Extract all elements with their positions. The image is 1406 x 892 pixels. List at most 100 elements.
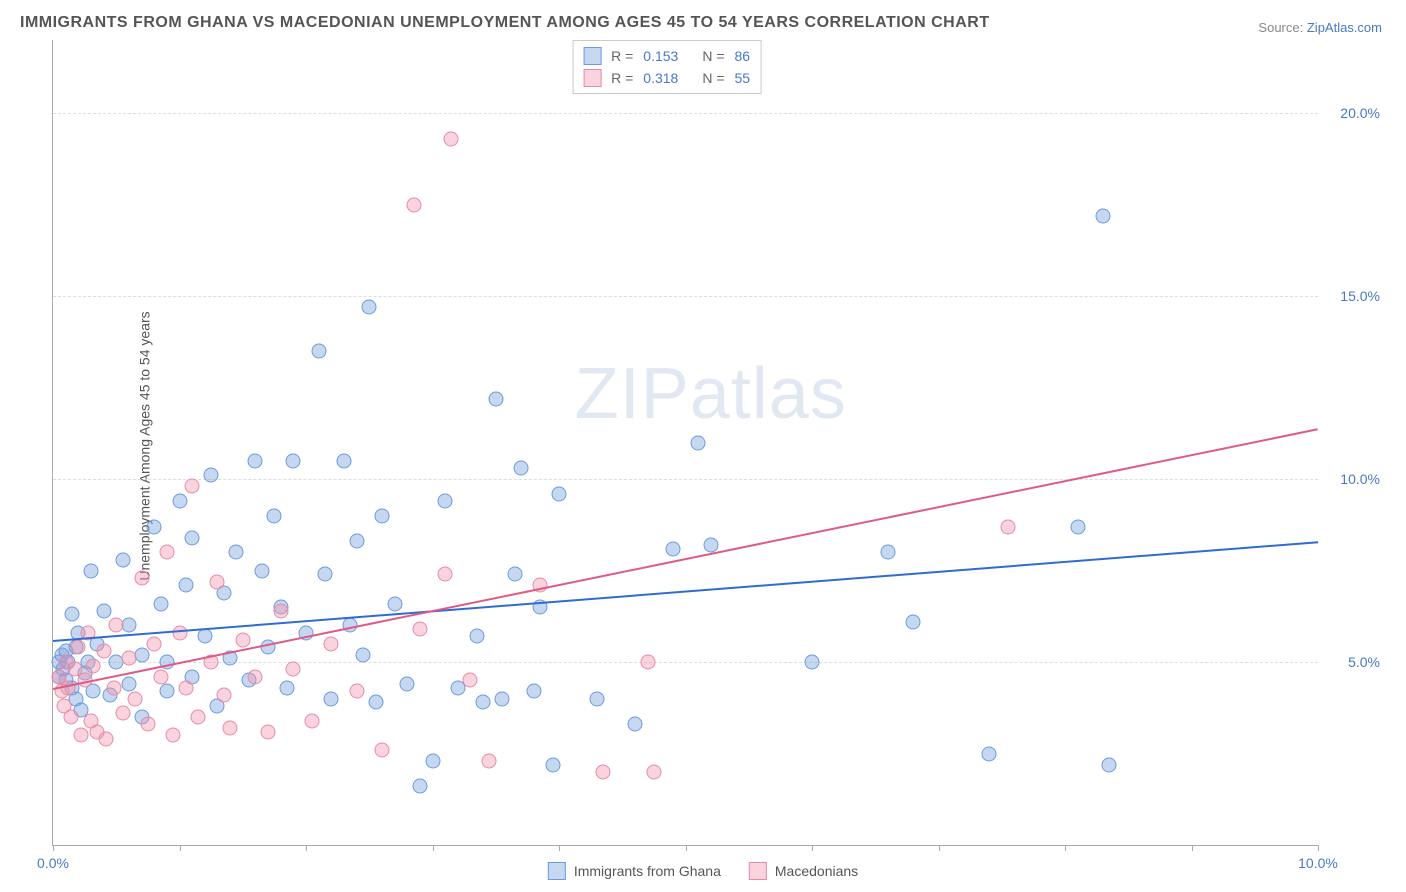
scatter-point-macedonian	[482, 753, 497, 768]
x-tick	[1192, 845, 1193, 851]
scatter-point-macedonian	[349, 684, 364, 699]
scatter-point-ghana	[589, 691, 604, 706]
scatter-point-macedonian	[324, 636, 339, 651]
scatter-point-macedonian	[444, 131, 459, 146]
series-legend: Immigrants from Ghana Macedonians	[548, 862, 858, 880]
scatter-point-ghana	[178, 578, 193, 593]
scatter-point-ghana	[495, 691, 510, 706]
scatter-point-ghana	[362, 300, 377, 315]
scatter-point-macedonian	[273, 603, 288, 618]
scatter-point-ghana	[412, 779, 427, 794]
scatter-point-ghana	[267, 508, 282, 523]
scatter-point-macedonian	[147, 636, 162, 651]
scatter-point-ghana	[355, 647, 370, 662]
scatter-point-macedonian	[159, 545, 174, 560]
scatter-point-macedonian	[134, 570, 149, 585]
scatter-point-ghana	[121, 677, 136, 692]
scatter-point-ghana	[286, 453, 301, 468]
x-tick	[686, 845, 687, 851]
legend-n-value: 86	[735, 48, 751, 64]
scatter-point-ghana	[172, 494, 187, 509]
scatter-point-ghana	[400, 677, 415, 692]
scatter-point-macedonian	[153, 669, 168, 684]
scatter-point-ghana	[1095, 208, 1110, 223]
legend-n-label: N =	[702, 70, 724, 86]
scatter-point-macedonian	[463, 673, 478, 688]
scatter-point-ghana	[280, 680, 295, 695]
scatter-point-ghana	[514, 461, 529, 476]
scatter-point-macedonian	[178, 680, 193, 695]
scatter-point-ghana	[311, 344, 326, 359]
legend-row-macedonian: R = 0.318N = 55	[583, 67, 750, 89]
legend-series-name: Immigrants from Ghana	[574, 863, 721, 879]
scatter-point-macedonian	[96, 644, 111, 659]
scatter-point-macedonian	[406, 197, 421, 212]
scatter-point-macedonian	[1001, 519, 1016, 534]
chart-area: R = 0.153N = 86R = 0.318N = 55 ZIPatlas …	[52, 40, 1388, 846]
scatter-point-ghana	[627, 717, 642, 732]
scatter-point-macedonian	[71, 640, 86, 655]
x-tick	[812, 845, 813, 851]
scatter-point-macedonian	[640, 655, 655, 670]
legend-r-label: R =	[611, 70, 633, 86]
scatter-point-macedonian	[166, 728, 181, 743]
scatter-point-ghana	[134, 647, 149, 662]
scatter-point-ghana	[703, 537, 718, 552]
scatter-point-ghana	[248, 453, 263, 468]
legend-swatch-icon	[548, 862, 566, 880]
scatter-point-ghana	[115, 552, 130, 567]
scatter-point-macedonian	[216, 687, 231, 702]
scatter-point-ghana	[1102, 757, 1117, 772]
scatter-point-ghana	[197, 629, 212, 644]
scatter-point-ghana	[507, 567, 522, 582]
scatter-point-macedonian	[235, 633, 250, 648]
scatter-point-macedonian	[412, 622, 427, 637]
x-tick	[433, 845, 434, 851]
scatter-point-ghana	[880, 545, 895, 560]
legend-item-macedonian: Macedonians	[749, 862, 858, 880]
scatter-point-macedonian	[438, 567, 453, 582]
scatter-point-ghana	[83, 563, 98, 578]
legend-r-value: 0.153	[643, 48, 678, 64]
scatter-point-ghana	[1070, 519, 1085, 534]
scatter-point-ghana	[153, 596, 168, 611]
x-tick	[1318, 845, 1319, 851]
scatter-point-ghana	[438, 494, 453, 509]
scatter-point-macedonian	[374, 742, 389, 757]
legend-item-ghana: Immigrants from Ghana	[548, 862, 721, 880]
scatter-point-macedonian	[305, 713, 320, 728]
legend-n-value: 55	[735, 70, 751, 86]
y-tick-label: 10.0%	[1340, 471, 1380, 487]
x-tick-label: 0.0%	[37, 855, 69, 871]
x-tick	[53, 845, 54, 851]
legend-row-ghana: R = 0.153N = 86	[583, 45, 750, 67]
y-tick-label: 15.0%	[1340, 288, 1380, 304]
scatter-point-macedonian	[646, 764, 661, 779]
scatter-point-ghana	[469, 629, 484, 644]
scatter-point-ghana	[906, 614, 921, 629]
legend-swatch-icon	[749, 862, 767, 880]
scatter-point-ghana	[185, 530, 200, 545]
source-attribution: Source: ZipAtlas.com	[1258, 20, 1382, 35]
correlation-legend: R = 0.153 N = 86 R = 0.318N = 55	[572, 40, 761, 94]
x-tick	[559, 845, 560, 851]
scatter-point-macedonian	[128, 691, 143, 706]
scatter-point-macedonian	[109, 618, 124, 633]
legend-swatch-icon	[583, 69, 601, 87]
scatter-point-ghana	[805, 655, 820, 670]
scatter-point-ghana	[368, 695, 383, 710]
scatter-point-macedonian	[63, 709, 78, 724]
gridline-h	[53, 113, 1318, 114]
scatter-point-macedonian	[121, 651, 136, 666]
chart-title: IMMIGRANTS FROM GHANA VS MACEDONIAN UNEM…	[20, 14, 990, 32]
scatter-point-macedonian	[223, 720, 238, 735]
scatter-point-ghana	[545, 757, 560, 772]
scatter-point-ghana	[374, 508, 389, 523]
source-link[interactable]: ZipAtlas.com	[1307, 20, 1382, 35]
scatter-point-ghana	[691, 435, 706, 450]
legend-n-label: N =	[702, 48, 724, 64]
scatter-point-macedonian	[115, 706, 130, 721]
scatter-point-macedonian	[191, 709, 206, 724]
plot-region: R = 0.153N = 86R = 0.318N = 55 ZIPatlas …	[52, 40, 1318, 846]
gridline-h	[53, 479, 1318, 480]
